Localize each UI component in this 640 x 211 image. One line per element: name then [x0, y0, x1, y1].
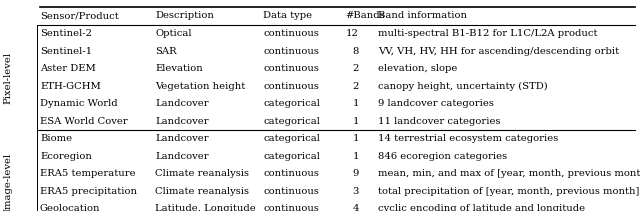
- Text: Latitude, Longitude: Latitude, Longitude: [155, 204, 256, 211]
- Text: continuous: continuous: [263, 82, 319, 91]
- Text: SAR: SAR: [155, 47, 177, 56]
- Text: 1: 1: [353, 152, 359, 161]
- Text: Landcover: Landcover: [155, 152, 209, 161]
- Text: Sensor/Product: Sensor/Product: [40, 12, 119, 20]
- Text: Sentinel-1: Sentinel-1: [40, 47, 92, 56]
- Text: Climate reanalysis: Climate reanalysis: [155, 169, 249, 178]
- Text: 846 ecoregion categories: 846 ecoregion categories: [378, 152, 507, 161]
- Text: Landcover: Landcover: [155, 99, 209, 108]
- Text: VV, VH, HV, HH for ascending/descending orbit: VV, VH, HV, HH for ascending/descending …: [378, 47, 619, 56]
- Text: continuous: continuous: [263, 47, 319, 56]
- Text: #Bands: #Bands: [345, 12, 385, 20]
- Text: categorical: categorical: [263, 152, 320, 161]
- Text: Data type: Data type: [263, 12, 312, 20]
- Text: Landcover: Landcover: [155, 134, 209, 143]
- Text: ERA5 precipitation: ERA5 precipitation: [40, 187, 137, 196]
- Text: 4: 4: [353, 204, 359, 211]
- Text: 2: 2: [353, 82, 359, 91]
- Text: Optical: Optical: [155, 29, 191, 38]
- Text: categorical: categorical: [263, 99, 320, 108]
- Text: ETH-GCHM: ETH-GCHM: [40, 82, 100, 91]
- Text: Climate reanalysis: Climate reanalysis: [155, 187, 249, 196]
- Text: ERA5 temperature: ERA5 temperature: [40, 169, 136, 178]
- Text: ESA World Cover: ESA World Cover: [40, 117, 128, 126]
- Text: 2: 2: [353, 64, 359, 73]
- Text: 14 terrestrial ecosystem categories: 14 terrestrial ecosystem categories: [378, 134, 558, 143]
- Text: multi-spectral B1-B12 for L1C/L2A product: multi-spectral B1-B12 for L1C/L2A produc…: [378, 29, 598, 38]
- Text: 9 landcover categories: 9 landcover categories: [378, 99, 494, 108]
- Text: categorical: categorical: [263, 117, 320, 126]
- Text: categorical: categorical: [263, 134, 320, 143]
- Text: Pixel-level: Pixel-level: [3, 51, 13, 104]
- Text: 8: 8: [353, 47, 359, 56]
- Text: elevation, slope: elevation, slope: [378, 64, 458, 73]
- Text: 9: 9: [353, 169, 359, 178]
- Text: mean, min, and max of [year, month, previous month]: mean, min, and max of [year, month, prev…: [378, 169, 640, 178]
- Text: Geolocation: Geolocation: [40, 204, 100, 211]
- Text: cyclic encoding of latitude and longitude: cyclic encoding of latitude and longitud…: [378, 204, 585, 211]
- Text: 11 landcover categories: 11 landcover categories: [378, 117, 500, 126]
- Text: 1: 1: [353, 117, 359, 126]
- Text: 3: 3: [353, 187, 359, 196]
- Text: Vegetation height: Vegetation height: [155, 82, 245, 91]
- Text: Sentinel-2: Sentinel-2: [40, 29, 92, 38]
- Text: continuous: continuous: [263, 187, 319, 196]
- Text: Aster DEM: Aster DEM: [40, 64, 96, 73]
- Text: Description: Description: [155, 12, 214, 20]
- Text: Elevation: Elevation: [155, 64, 203, 73]
- Text: continuous: continuous: [263, 29, 319, 38]
- Text: Band information: Band information: [378, 12, 467, 20]
- Text: Image-level: Image-level: [3, 153, 13, 211]
- Text: Ecoregion: Ecoregion: [40, 152, 92, 161]
- Text: 12: 12: [346, 29, 359, 38]
- Text: canopy height, uncertainty (STD): canopy height, uncertainty (STD): [378, 82, 548, 91]
- Text: Dynamic World: Dynamic World: [40, 99, 118, 108]
- Text: 1: 1: [353, 99, 359, 108]
- Text: total precipitation of [year, month, previous month]: total precipitation of [year, month, pre…: [378, 187, 639, 196]
- Text: continuous: continuous: [263, 204, 319, 211]
- Text: Biome: Biome: [40, 134, 72, 143]
- Text: continuous: continuous: [263, 64, 319, 73]
- Text: continuous: continuous: [263, 169, 319, 178]
- Text: Landcover: Landcover: [155, 117, 209, 126]
- Text: 1: 1: [353, 134, 359, 143]
